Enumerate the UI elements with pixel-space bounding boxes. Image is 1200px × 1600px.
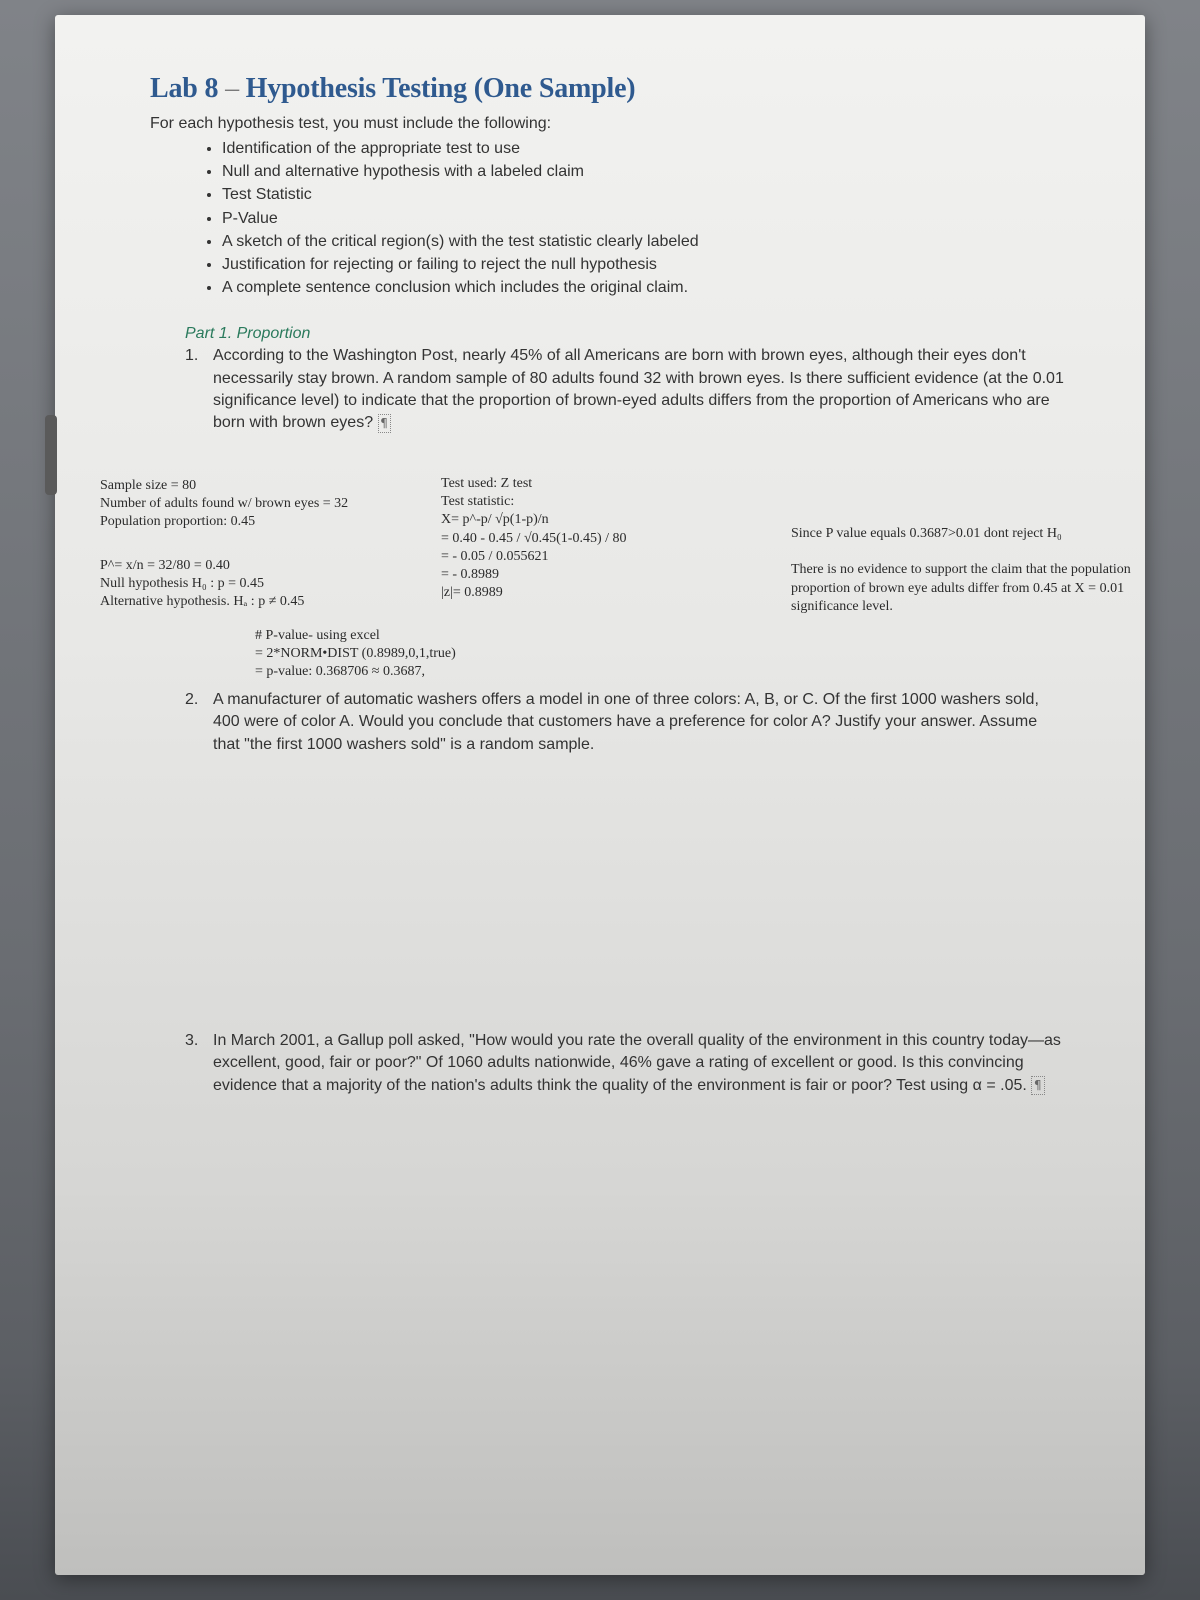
list-item: P-Value (222, 207, 1065, 230)
handwritten-note-pvalue: # P-value- using excel = 2*NORM•DIST (0.… (255, 627, 675, 682)
part-1-label: Part 1. Proportion (185, 325, 1065, 343)
title-rest: Hypothesis Testing (One Sample) (246, 73, 636, 104)
document-page: Lab 8 – Hypothesis Testing (One Sample) … (55, 15, 1145, 1575)
format-icon: ¶ (1031, 1076, 1044, 1095)
list-item: A sketch of the critical region(s) with … (222, 230, 1065, 253)
document-title: Lab 8 – Hypothesis Testing (One Sample) (150, 73, 1065, 105)
title-prefix: Lab 8 (150, 73, 218, 104)
requirements-list: Identification of the appropriate test t… (222, 137, 1065, 299)
side-tab (45, 415, 57, 495)
subheading: For each hypothesis test, you must inclu… (150, 115, 1065, 133)
list-item: Identification of the appropriate test t… (222, 137, 1065, 160)
question-number: 2. (185, 689, 213, 756)
list-item: Justification for rejecting or failing t… (222, 253, 1065, 276)
handwritten-note-hypotheses: P^= x/n = 32/80 = 0.40 Null hypothesis H… (100, 557, 430, 612)
title-dash: – (225, 73, 246, 104)
handwritten-note-test-statistic: Test used: Z test Test statistic: X= p^-… (441, 475, 811, 602)
question-text: In March 2001, a Gallup poll asked, "How… (213, 1030, 1065, 1097)
list-item: Null and alternative hypothesis with a l… (222, 160, 1065, 183)
question-1: 1. According to the Washington Post, nea… (185, 345, 1065, 435)
format-icon: ¶ (378, 414, 391, 433)
question-text: A manufacturer of automatic washers offe… (213, 689, 1065, 756)
handwritten-note-conclusion: Since P value equals 0.3687>0.01 dont re… (791, 525, 1141, 616)
handwritten-note-given: Sample size = 80 Number of adults found … (100, 477, 420, 532)
question-2: 2. A manufacturer of automatic washers o… (185, 689, 1065, 756)
question-number: 1. (185, 345, 213, 435)
question-number: 3. (185, 1030, 213, 1097)
question-3: 3. In March 2001, a Gallup poll asked, "… (185, 1030, 1065, 1097)
question-text: According to the Washington Post, nearly… (213, 345, 1065, 435)
list-item: Test Statistic (222, 183, 1065, 206)
list-item: A complete sentence conclusion which inc… (222, 276, 1065, 299)
